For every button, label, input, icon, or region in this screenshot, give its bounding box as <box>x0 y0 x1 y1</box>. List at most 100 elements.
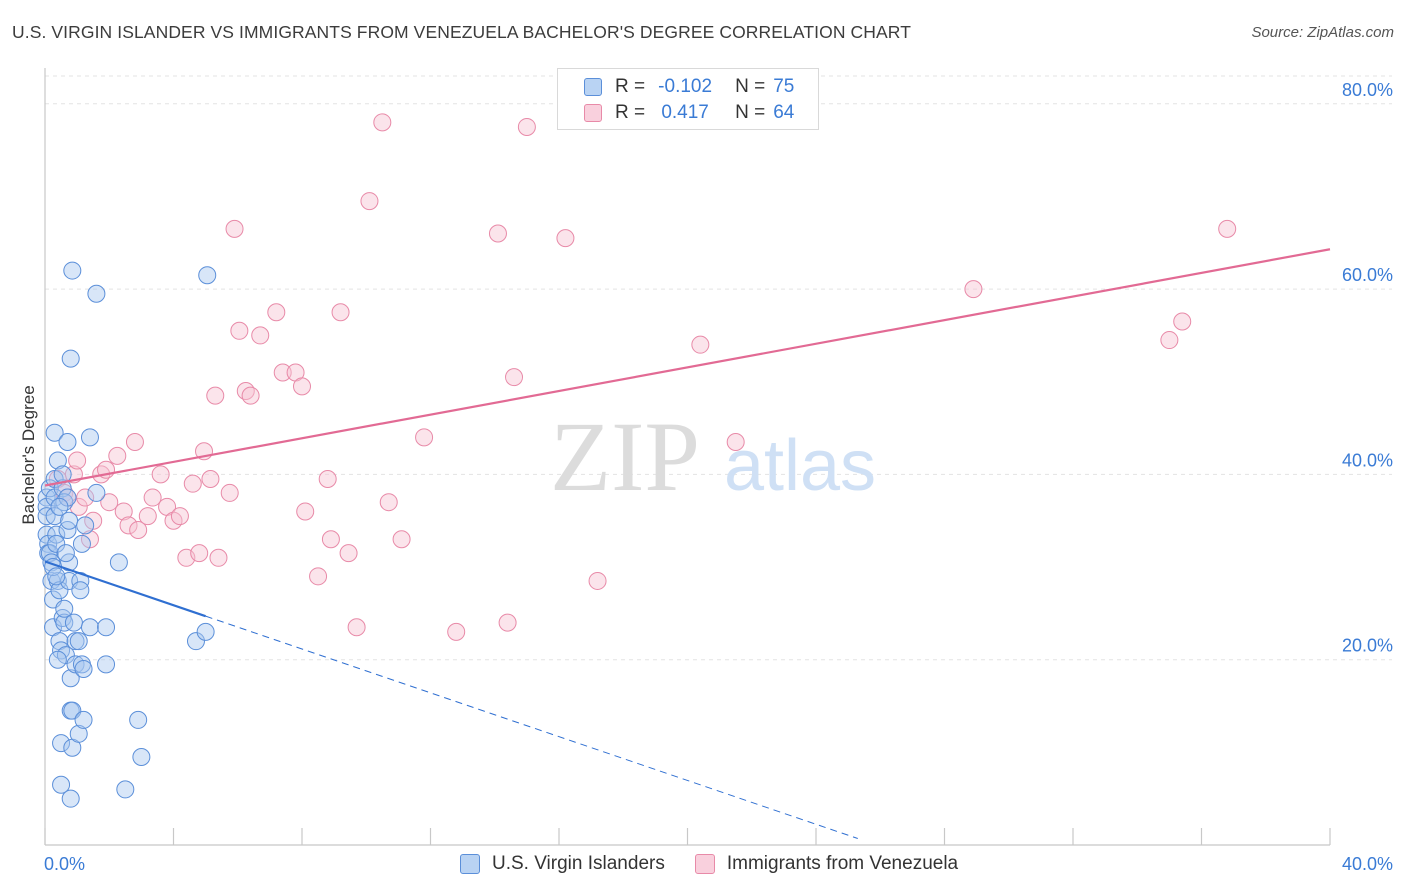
y-tick-label: 60.0% <box>1342 265 1393 285</box>
y-tick-label: 40.0% <box>1342 450 1393 470</box>
venezuela-point <box>447 622 466 641</box>
venezuela-point <box>190 544 209 563</box>
venezuela-point <box>241 386 260 405</box>
venezuela-point <box>373 113 392 132</box>
venezuela-point <box>143 488 162 507</box>
venezuela-point <box>225 219 244 238</box>
y-tick-label: 20.0% <box>1342 636 1393 656</box>
venezuela-point <box>76 488 95 507</box>
legend-row-virgin-islanders: R = -0.102 N = 75 <box>584 74 794 100</box>
venezuela-point <box>230 321 249 340</box>
legend-swatch-blue <box>460 854 480 874</box>
virgin-islanders-point <box>69 724 88 743</box>
y-tick-label: 80.0% <box>1342 80 1393 100</box>
venezuela-point <box>119 516 138 535</box>
legend-row-venezuela: R = 0.417 N = 64 <box>584 100 794 126</box>
legend-r-value: -0.102 <box>658 76 713 97</box>
venezuela-point <box>209 548 228 567</box>
virgin-islanders-point <box>198 266 217 285</box>
virgin-islanders-point <box>72 534 91 553</box>
venezuela-point <box>331 303 350 322</box>
venezuela-point <box>321 530 340 549</box>
trend-lines <box>44 248 1331 839</box>
venezuela-point <box>206 386 225 405</box>
virgin-islanders-point <box>56 544 75 563</box>
venezuela-point <box>339 544 358 563</box>
virgin-islanders-point <box>87 483 106 502</box>
virgin-islanders-point <box>74 710 93 729</box>
tick-labels: 20.0% 40.0% 60.0% 80.0% 0.0% 40.0% <box>44 80 1393 874</box>
virgin-islanders-point <box>47 567 66 586</box>
legend-r-label: R = <box>615 76 646 97</box>
venezuela-point <box>1173 312 1192 331</box>
virgin-islanders-point <box>45 507 64 526</box>
venezuela-point <box>183 474 202 493</box>
virgin-islanders-point <box>40 544 59 563</box>
legend-swatch-pink <box>584 104 602 122</box>
virgin-islanders-point <box>52 775 71 794</box>
venezuela-point <box>318 470 337 489</box>
venezuela-point <box>415 428 434 447</box>
virgin-islanders-point <box>50 497 69 516</box>
venezuela-trend-line <box>44 248 1331 487</box>
venezuela-point <box>498 613 517 632</box>
venezuela-point <box>691 335 710 354</box>
venezuela-point <box>100 493 119 512</box>
virgin-islanders-point <box>116 780 135 799</box>
venezuela-point <box>556 229 575 248</box>
venezuela-point <box>505 368 524 387</box>
virgin-islanders-point <box>45 423 64 442</box>
watermark: ZIP atlas <box>550 401 876 512</box>
gridlines <box>45 75 1392 661</box>
venezuela-point <box>517 117 536 136</box>
virgin-islanders-point <box>55 613 74 632</box>
x-tick-label-min: 0.0% <box>44 854 85 874</box>
venezuela-point <box>220 483 239 502</box>
venezuela-point <box>251 326 270 345</box>
venezuela-point <box>309 567 328 586</box>
watermark-atlas: atlas <box>724 426 876 506</box>
virgin-islanders-point <box>61 349 80 368</box>
virgin-islanders-point <box>76 516 95 535</box>
venezuela-point <box>273 363 292 382</box>
legend-n-value: 75 <box>773 76 795 97</box>
venezuela-point <box>129 520 148 539</box>
venezuela-point <box>1218 219 1237 238</box>
venezuela-point <box>125 432 144 451</box>
virgin-islanders-point <box>186 632 205 651</box>
watermark-zip: ZIP <box>550 401 700 512</box>
virgin-islanders-point <box>129 710 148 729</box>
legend-r-label: R = <box>615 102 646 123</box>
virgin-islanders-point <box>74 659 93 678</box>
venezuela-point <box>151 465 170 484</box>
legend-swatch-blue <box>584 78 602 96</box>
legend-label-venezuela: Immigrants from Venezuela <box>726 853 959 874</box>
venezuela-point <box>588 571 607 590</box>
virgin-islanders-point <box>61 669 80 688</box>
virgin-islanders-point <box>63 261 82 280</box>
venezuela-point <box>201 470 220 489</box>
virgin-islanders-point <box>48 451 67 470</box>
virgin-islanders-point <box>80 618 99 637</box>
source-label: Source: ZipAtlas.com <box>1251 24 1394 41</box>
venezuela-point <box>964 280 983 299</box>
virgin-islanders-point <box>58 432 77 451</box>
series-venezuela-points <box>48 113 1237 641</box>
virgin-islanders-point <box>132 747 151 766</box>
virgin-islanders-point <box>196 622 215 641</box>
virgin-islanders-point <box>52 734 71 753</box>
virgin-islanders-trend-line <box>44 560 206 618</box>
legend-n-label: N = <box>735 76 766 97</box>
virgin-islanders-point <box>87 284 106 303</box>
virgin-islanders-point <box>109 553 128 572</box>
venezuela-point <box>267 303 286 322</box>
virgin-islanders-point <box>58 520 77 539</box>
virgin-islanders-trend-extension <box>205 615 858 839</box>
venezuela-point <box>296 502 315 521</box>
axes <box>44 68 1331 846</box>
venezuela-point <box>170 507 189 526</box>
virgin-islanders-point <box>80 428 99 447</box>
venezuela-point <box>1160 331 1179 350</box>
venezuela-point <box>108 446 127 465</box>
chart-title: U.S. VIRGIN ISLANDER VS IMMIGRANTS FROM … <box>12 22 911 42</box>
